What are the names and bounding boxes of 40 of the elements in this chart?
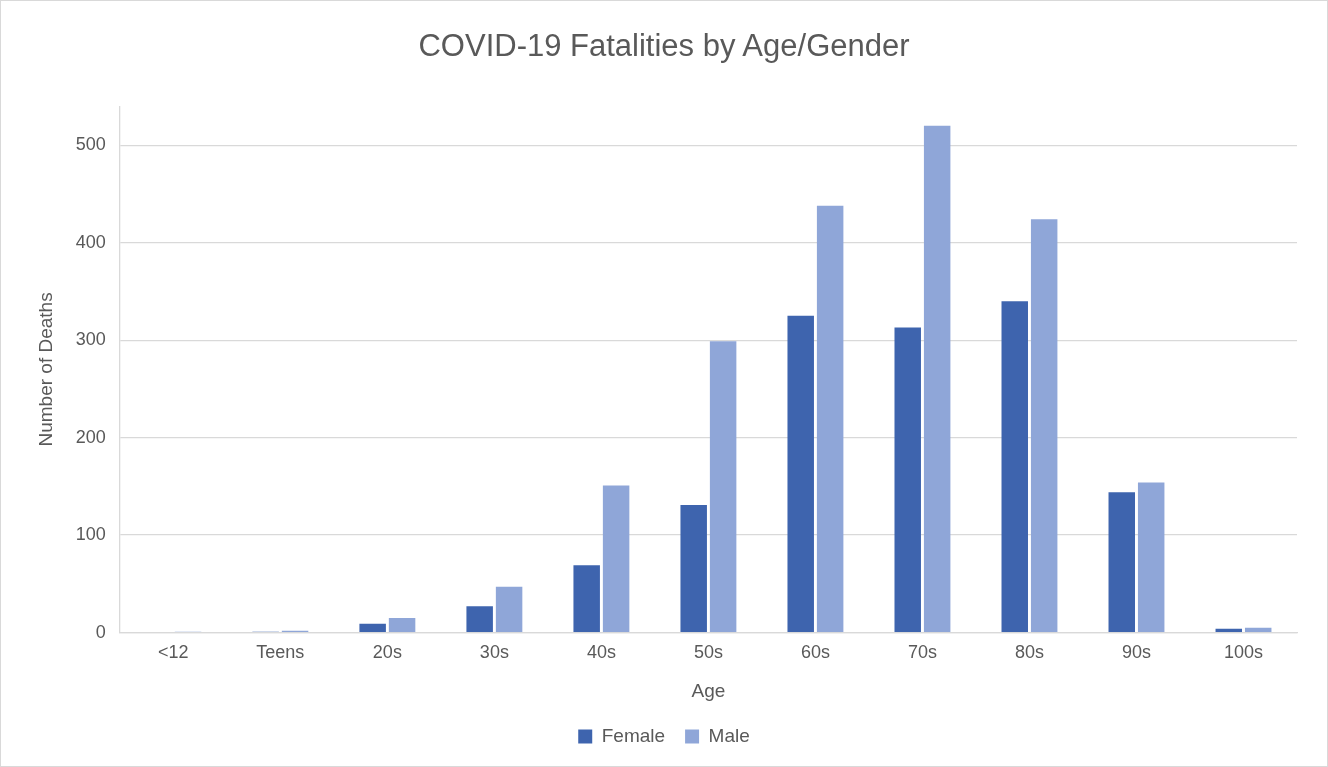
x-tick-label: 80s [1014, 642, 1044, 663]
bar [602, 485, 630, 632]
bar [1215, 628, 1243, 632]
bar [709, 341, 737, 632]
chart-title: COVID-19 Fatalities by Age/Gender [418, 28, 910, 64]
y-tick-label: 200 [75, 426, 106, 447]
bar [1137, 482, 1165, 632]
x-tick-label: 50s [693, 642, 723, 663]
y-axis-title: Number of Deaths [34, 292, 56, 447]
bar [1108, 492, 1136, 632]
bar [1244, 627, 1272, 632]
x-tick-label: 20s [372, 642, 402, 663]
x-tick-label: 100s [1223, 642, 1264, 663]
x-tick-label: 60s [800, 642, 830, 663]
bar [1030, 219, 1058, 632]
x-tick-label: <12 [158, 642, 189, 663]
legend-label: Female [601, 724, 666, 746]
x-axis-title: Age [691, 679, 726, 701]
bar [573, 565, 600, 632]
bar [388, 617, 416, 632]
x-tick-label: 40s [586, 642, 616, 663]
x-tick-label: Teens [256, 642, 305, 663]
bar [787, 315, 814, 632]
x-tick-label: 30s [479, 642, 509, 663]
bar [680, 504, 707, 632]
bar [894, 327, 921, 632]
bar [495, 586, 523, 632]
legend-label: Male [708, 724, 750, 746]
bar [359, 623, 386, 632]
y-tick-label: 400 [75, 231, 106, 252]
y-tick-label: 500 [75, 134, 106, 155]
y-tick-label: 0 [95, 621, 106, 642]
x-tick-label: 90s [1121, 642, 1151, 663]
y-tick-label: 100 [75, 524, 106, 545]
x-tick-label: 70s [907, 642, 937, 663]
y-tick-label: 300 [75, 329, 106, 350]
bar [816, 205, 844, 632]
bar [923, 125, 951, 632]
bar [1001, 301, 1028, 632]
bar [466, 606, 493, 632]
